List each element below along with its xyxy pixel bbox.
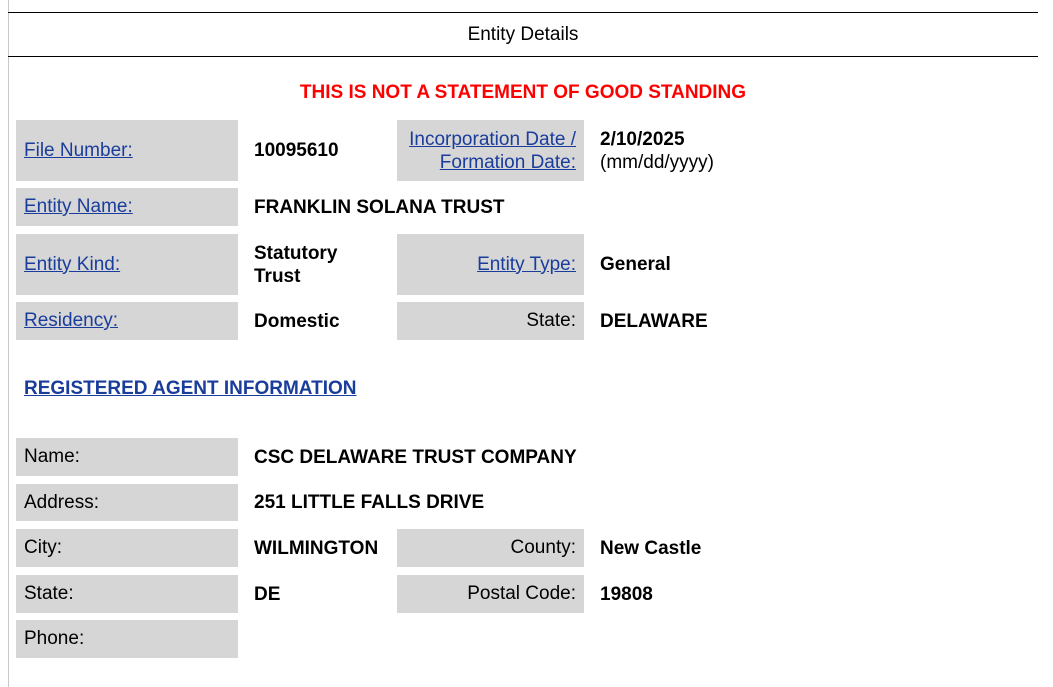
residency-link[interactable]: Residency: xyxy=(24,310,118,331)
state-value: DELAWARE xyxy=(600,310,708,332)
entity-type-value: General xyxy=(600,254,671,275)
agent-county-label: County: xyxy=(397,529,584,567)
incorporation-date: 2/10/2025 xyxy=(600,128,685,150)
date-format: (mm/dd/yyyy) xyxy=(600,151,714,173)
incorporation-date-label: Incorporation Date / Formation Date: xyxy=(397,120,584,181)
page-title: Entity Details xyxy=(467,24,579,45)
incorporation-date-value: 2/10/2025 (mm/dd/yyyy) xyxy=(600,120,1000,181)
inc-label-line2: Formation Date: xyxy=(439,151,576,173)
entity-type-label: Entity Type: xyxy=(397,234,584,295)
entity-name-link[interactable]: Entity Name: xyxy=(24,196,133,217)
agent-name-label: Name: xyxy=(16,438,238,476)
agent-city-label: City: xyxy=(16,529,238,567)
kind-line1: Statutory xyxy=(254,242,338,264)
file-number-value: 10095610 xyxy=(254,140,339,161)
residency-label: Residency: xyxy=(16,302,238,340)
residency-value: Domestic xyxy=(254,310,340,332)
agent-city-value: WILMINGTON xyxy=(254,537,379,559)
agent-address-value: 251 LITTLE FALLS DRIVE xyxy=(254,492,485,513)
entity-kind-link[interactable]: Entity Kind: xyxy=(24,253,121,275)
inc-label-line1: Incorporation Date / xyxy=(409,128,576,150)
agent-phone-label: Phone: xyxy=(16,620,238,658)
agent-postal-label: Postal Code: xyxy=(397,575,584,613)
divider xyxy=(8,56,1038,57)
good-standing-warning: THIS IS NOT A STATEMENT OF GOOD STANDING xyxy=(299,82,747,103)
state-label: State: xyxy=(397,302,584,340)
agent-county-value: New Castle xyxy=(600,537,702,559)
registered-agent-heading[interactable]: REGISTERED AGENT INFORMATION xyxy=(24,378,357,399)
kind-line2: Trust xyxy=(254,265,301,287)
agent-address-label: Address: xyxy=(16,484,238,521)
entity-name-label: Entity Name: xyxy=(16,188,238,226)
entity-type-link[interactable]: Entity Type: xyxy=(477,253,576,275)
divider xyxy=(8,12,1038,13)
file-number-link[interactable]: File Number: xyxy=(24,139,133,161)
incorporation-date-link[interactable]: Incorporation Date / Formation Date: xyxy=(409,128,576,174)
agent-name-value: CSC DELAWARE TRUST COMPANY xyxy=(254,446,577,468)
left-border xyxy=(8,0,9,687)
file-number-label: File Number: xyxy=(16,120,238,181)
agent-state-value: DE xyxy=(254,583,281,605)
agent-postal-value: 19808 xyxy=(600,583,653,605)
entity-kind-label: Entity Kind: xyxy=(16,234,238,295)
agent-state-label: State: xyxy=(16,575,238,613)
agent-phone-value xyxy=(254,620,394,658)
entity-kind-value: Statutory Trust xyxy=(254,234,394,295)
entity-name-value: FRANKLIN SOLANA TRUST xyxy=(254,196,505,218)
